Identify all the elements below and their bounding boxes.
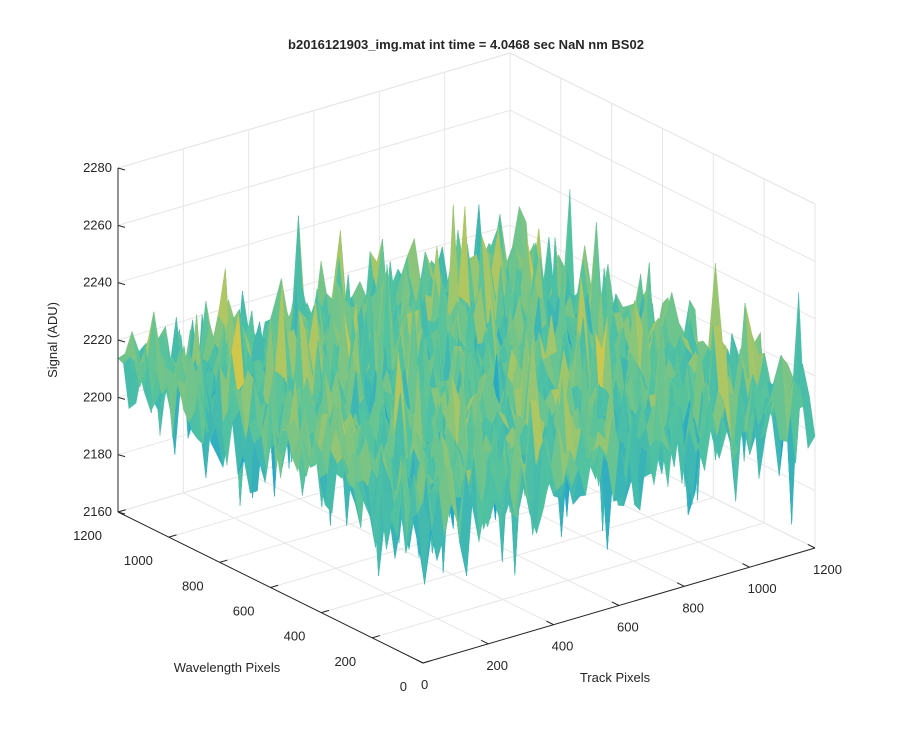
z-tick-label: 2160	[83, 504, 112, 519]
y-tick	[372, 635, 380, 639]
x-tick-label: 800	[682, 600, 704, 615]
z-tick	[117, 511, 126, 515]
z-tick-label: 2260	[83, 217, 112, 232]
y-tick-label: 1000	[124, 553, 153, 568]
y-tick	[219, 559, 228, 563]
z-tick	[117, 339, 126, 343]
z-axis-label: Signal (ADU)	[45, 302, 60, 378]
x-tick	[415, 659, 424, 664]
x-axis-label: Track Pixels	[580, 670, 651, 685]
y-tick-label: 400	[284, 629, 306, 644]
x-tick-label: 600	[617, 620, 639, 635]
z-tick	[117, 454, 126, 458]
x-tick	[676, 582, 685, 587]
x-tick-label: 0	[421, 677, 428, 692]
y-axis-label: Wavelength Pixels	[174, 660, 281, 675]
box-edge	[509, 52, 816, 205]
y-tick	[422, 660, 431, 664]
x-tick	[546, 620, 554, 626]
y-tick	[168, 534, 177, 538]
x-tick	[611, 601, 620, 606]
wall-grid-line	[117, 167, 511, 284]
floor-grid-line	[372, 522, 765, 639]
tick-labels: 0 200 400 600 800 1000 1200 0 200 400 600 800 1000 12…	[73, 160, 842, 694]
wall-grid-line	[509, 167, 816, 320]
x-tick-label: 1000	[748, 581, 777, 596]
y-tick	[321, 609, 330, 614]
wall-grid-line	[509, 109, 816, 262]
y-tick-label: 600	[233, 604, 255, 619]
z-tick	[117, 282, 126, 286]
x-tick-label: 400	[552, 639, 574, 654]
box-edge	[117, 52, 511, 169]
z-tick-label: 2180	[83, 447, 112, 462]
wall-grid-line	[509, 224, 816, 377]
x-tick-label: 1200	[813, 562, 842, 577]
z-tick	[117, 224, 126, 228]
x-tick	[742, 563, 750, 568]
z-tick	[117, 167, 126, 171]
z-tick-label: 2240	[83, 275, 112, 290]
x-tick	[480, 639, 489, 645]
z-tick-label: 2280	[83, 160, 112, 175]
surface-plot	[117, 189, 816, 585]
wall-grid-line	[117, 109, 511, 226]
axes	[117, 167, 816, 664]
wall-grid-line	[117, 224, 511, 341]
x-tick	[807, 544, 816, 549]
surface-cell	[417, 502, 431, 585]
floor-grid-line	[321, 497, 714, 614]
y-tick-label: 200	[334, 654, 356, 669]
chart-title: b2016121903_img.mat int time = 4.0468 se…	[288, 37, 644, 52]
y-tick-label: 1200	[73, 528, 102, 543]
z-tick-label: 2200	[83, 389, 112, 404]
y-tick-label: 0	[400, 679, 407, 694]
z-tick-label: 2220	[83, 332, 112, 347]
z-tick	[117, 396, 126, 400]
y-tick-label: 800	[182, 578, 204, 593]
x-tick-label: 200	[486, 658, 508, 673]
y-tick	[117, 509, 126, 513]
y-tick	[270, 584, 279, 588]
